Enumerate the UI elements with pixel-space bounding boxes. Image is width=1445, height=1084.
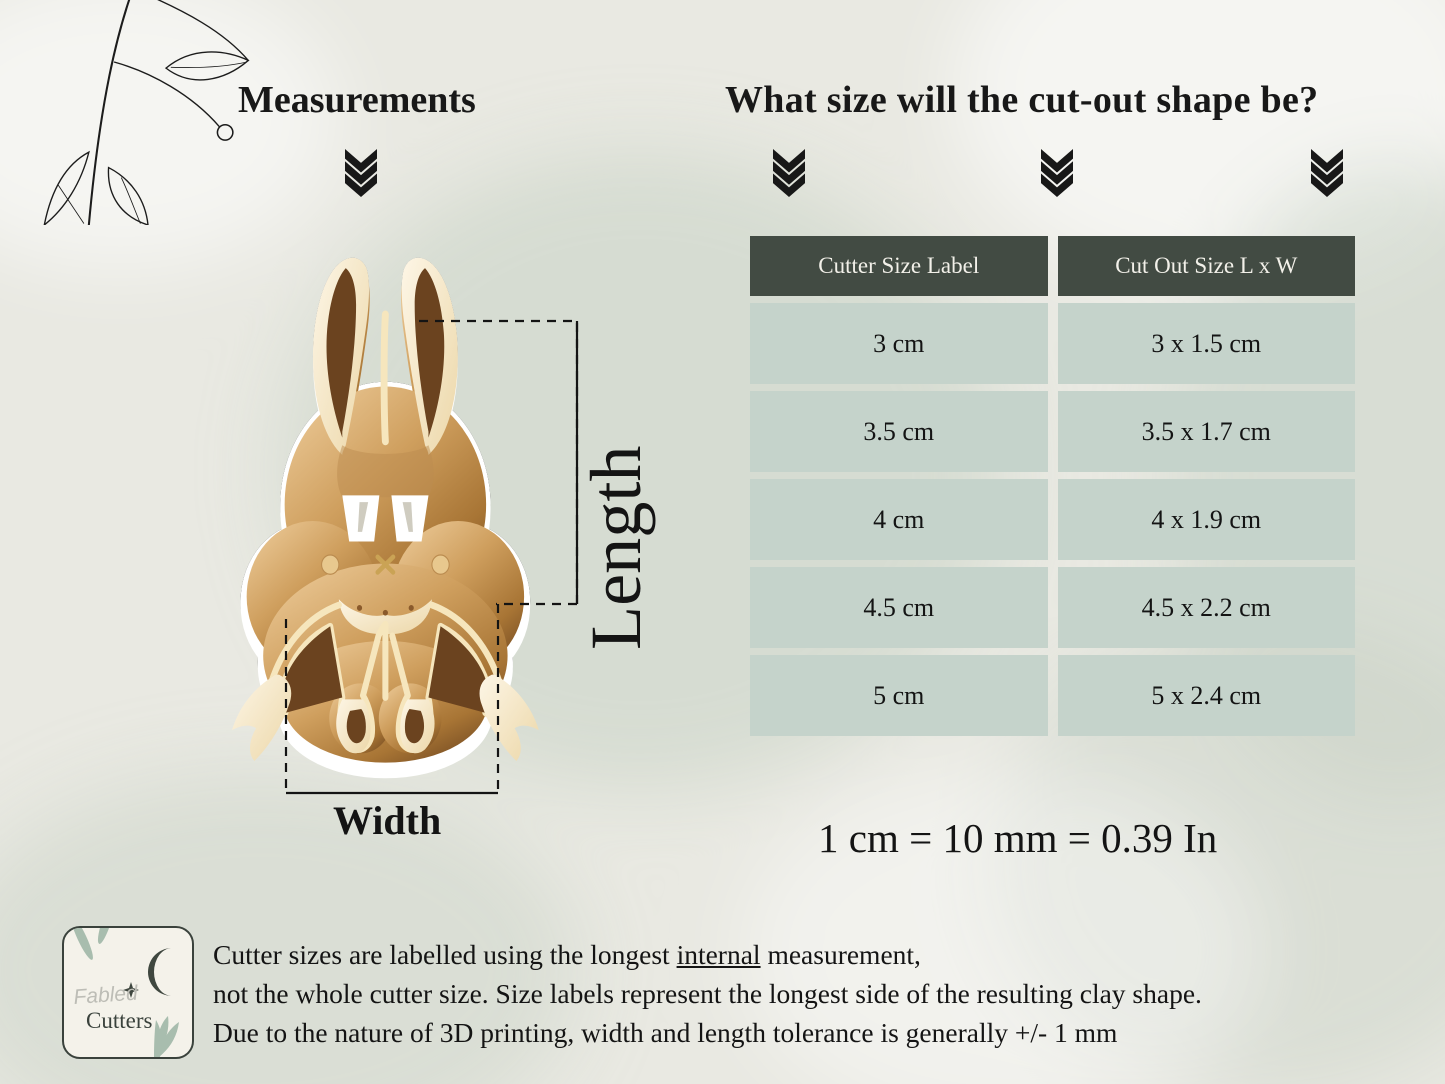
svg-text:Cutters: Cutters	[86, 1008, 152, 1033]
svg-text:Fabled: Fabled	[73, 981, 140, 1009]
